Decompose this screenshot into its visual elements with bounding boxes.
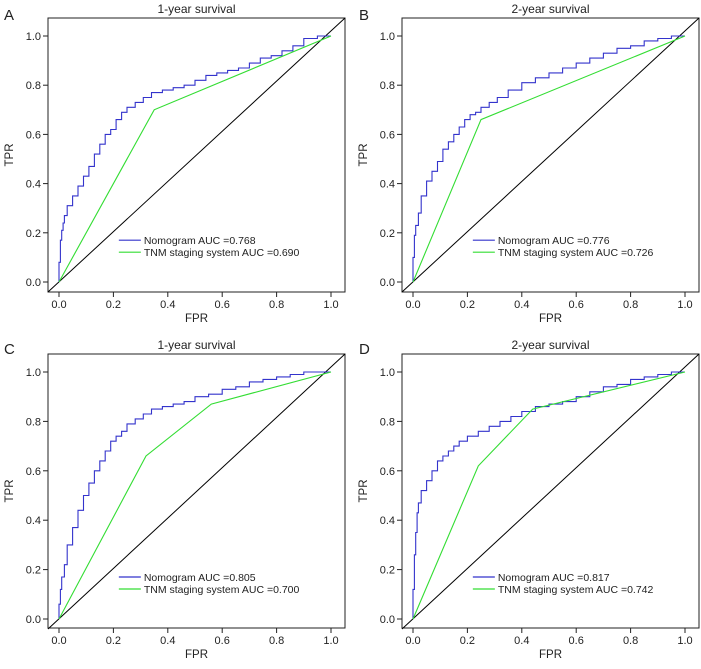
- x-tick-label-c: 0.0: [51, 635, 66, 647]
- nomogram-roc-line-b: [412, 35, 685, 282]
- panel-a: A 1-year survival 0.0 0.2 0.4 0.6 0.8 1.0 0.0 0.2…: [4, 2, 346, 325]
- panel-letter-d: D: [359, 341, 370, 358]
- legend-label-d: Nomogram AUC =0.817: [498, 572, 610, 584]
- legend-label-c: Nomogram AUC =0.805: [144, 572, 256, 584]
- y-tick-label-a: 0.8: [26, 80, 41, 92]
- x-axis-label-a: FPR: [185, 313, 208, 325]
- panel-letter-a: A: [4, 7, 14, 24]
- x-tick-label-d: 0.8: [623, 635, 638, 647]
- y-tick-label-b: 0.8: [380, 80, 395, 92]
- x-tick-label-d: 0.6: [569, 635, 584, 647]
- y-tick-label-c: 1.0: [26, 367, 41, 379]
- tnm-roc-line-c: [58, 371, 332, 620]
- x-tick-label-b: 1.0: [677, 299, 692, 311]
- y-tick-label-d: 0.0: [380, 614, 395, 626]
- y-tick-label-b: 1.0: [380, 31, 395, 43]
- x-tick-label-b: 0.0: [405, 299, 420, 311]
- panel-c: C 1-year survival 0.0 0.2 0.4 0.6 0.8 1.0 0.0 0.2…: [4, 338, 346, 661]
- y-tick-label-c: 0.8: [26, 416, 41, 428]
- x-tick-label-c: 0.2: [106, 635, 121, 647]
- chart-title-a: 1-year survival: [157, 2, 235, 16]
- x-tick-label-a: 0.0: [51, 299, 66, 311]
- nomogram-roc-line-a: [58, 35, 331, 282]
- tnm-roc-line-d: [412, 371, 686, 620]
- x-tick-label-a: 0.2: [106, 299, 121, 311]
- x-tick-label-b: 0.8: [623, 299, 638, 311]
- y-tick-label-d: 0.4: [380, 515, 395, 527]
- tnm-roc-line-a: [58, 35, 332, 283]
- y-tick-label-d: 0.2: [380, 565, 395, 577]
- x-tick-label-d: 0.0: [405, 635, 420, 647]
- legend-label-a: Nomogram AUC =0.768: [144, 235, 256, 247]
- diagonal-reference-line-c: [47, 353, 346, 630]
- y-tick-label-d: 0.6: [380, 466, 395, 478]
- panel-letter-c: C: [4, 341, 15, 358]
- x-tick-label-a: 1.0: [323, 299, 338, 311]
- panel-letter-b: B: [359, 7, 369, 24]
- y-tick-label-b: 0.4: [380, 179, 395, 191]
- x-tick-label-c: 0.4: [160, 635, 175, 647]
- x-tick-label-c: 0.6: [215, 635, 230, 647]
- plot-frame-b: [401, 17, 700, 293]
- plot-frame-c: [47, 353, 346, 629]
- diagonal-reference-line-d: [401, 353, 700, 630]
- x-tick-label-a: 0.6: [215, 299, 230, 311]
- y-tick-label-a: 0.0: [26, 277, 41, 289]
- panel-d: D 2-year survival 0.0 0.2 0.4 0.6 0.8 1.0 0.0 0.2…: [358, 338, 700, 661]
- plot-frame-d: [401, 353, 700, 629]
- legend-label-c: TNM staging system AUC =0.700: [144, 584, 300, 596]
- y-tick-label-b: 0.2: [380, 228, 395, 240]
- x-axis-label-d: FPR: [539, 649, 562, 661]
- y-tick-label-a: 0.6: [26, 129, 41, 141]
- y-axis-label-a: TPR: [4, 144, 16, 167]
- x-tick-label-b: 0.2: [460, 299, 475, 311]
- chart-title-b: 2-year survival: [511, 2, 589, 16]
- diagonal-reference-line-b: [401, 17, 700, 293]
- y-tick-label-a: 1.0: [26, 31, 41, 43]
- y-tick-label-b: 0.6: [380, 129, 395, 141]
- legend-label-b: TNM staging system AUC =0.726: [498, 247, 654, 259]
- nomogram-roc-line-c: [58, 371, 331, 619]
- x-tick-label-d: 0.4: [514, 635, 529, 647]
- y-tick-label-a: 0.4: [26, 179, 41, 191]
- x-tick-label-a: 0.4: [160, 299, 175, 311]
- panel-b: B 2-year survival 0.0 0.2 0.4 0.6 0.8 1.0 0.0 0.2…: [358, 2, 700, 325]
- x-tick-label-c: 1.0: [323, 635, 338, 647]
- diagonal-reference-line-a: [47, 17, 346, 293]
- x-tick-label-d: 0.2: [460, 635, 475, 647]
- x-tick-label-c: 0.8: [269, 635, 284, 647]
- chart-title-d: 2-year survival: [511, 338, 589, 352]
- legend-label-a: TNM staging system AUC =0.690: [144, 247, 300, 259]
- x-tick-label-a: 0.8: [269, 299, 284, 311]
- y-tick-label-c: 0.2: [26, 565, 41, 577]
- y-axis-label-c: TPR: [4, 480, 16, 503]
- x-axis-label-b: FPR: [539, 313, 562, 325]
- x-tick-label-b: 0.4: [514, 299, 529, 311]
- x-axis-label-c: FPR: [185, 649, 208, 661]
- x-tick-label-d: 1.0: [677, 635, 692, 647]
- y-tick-label-d: 0.8: [380, 416, 395, 428]
- legend-label-b: Nomogram AUC =0.776: [498, 235, 610, 247]
- y-axis-label-d: TPR: [358, 480, 370, 503]
- y-tick-label-b: 0.0: [380, 277, 395, 289]
- legend-label-d: TNM staging system AUC =0.742: [498, 584, 654, 596]
- plot-frame-a: [47, 17, 346, 293]
- y-tick-label-c: 0.0: [26, 614, 41, 626]
- x-tick-label-b: 0.6: [569, 299, 584, 311]
- tnm-roc-line-b: [412, 35, 686, 283]
- y-tick-label-c: 0.6: [26, 466, 41, 478]
- y-tick-label-d: 1.0: [380, 367, 395, 379]
- y-axis-label-b: TPR: [358, 144, 370, 167]
- y-tick-label-a: 0.2: [26, 228, 41, 240]
- nomogram-roc-line-d: [412, 371, 685, 619]
- y-tick-label-c: 0.4: [26, 515, 41, 527]
- chart-title-c: 1-year survival: [157, 338, 235, 352]
